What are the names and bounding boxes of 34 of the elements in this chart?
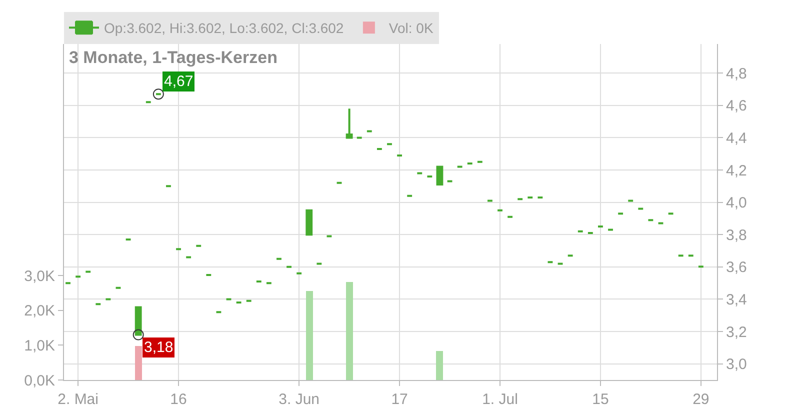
x-tick-label: 3. Jun (278, 391, 320, 408)
y-tick-label: 3,0K (24, 268, 55, 285)
legend-label: Vol: 0K (388, 20, 434, 36)
bar (436, 351, 443, 380)
bar (346, 282, 353, 380)
x-tick-label: 15 (592, 391, 609, 408)
y2-tick-label: 4,0 (726, 194, 747, 212)
y2-tick-label: 3,4 (726, 291, 747, 308)
candlestick (134, 306, 142, 336)
x-tick-label: 1. Jul (482, 391, 518, 408)
candlestick (306, 209, 313, 236)
bar (135, 346, 142, 380)
annotation: 3,18 (144, 339, 174, 356)
x-tick-label: 17 (391, 391, 408, 408)
y2-tick-label: 4,6 (726, 98, 747, 115)
y2-tick-label: 3,0 (726, 356, 747, 374)
y-tick-label: 0,0K (24, 372, 55, 390)
y2-tick-label: 4,4 (726, 130, 747, 147)
x-tick-label: 16 (170, 391, 187, 408)
bar (306, 291, 313, 380)
y-tick-label: 2,0K (24, 302, 55, 320)
x-tick-label: 2. Mai (58, 391, 98, 408)
y2-tick-label: 4,8 (726, 65, 747, 82)
y2-tick-label: 3,8 (726, 226, 747, 244)
y2-tick-label: 3,2 (726, 324, 747, 341)
candlestick (346, 108, 353, 139)
y2-tick-label: 3,6 (726, 259, 747, 276)
y2-tick-label: 4,2 (726, 162, 747, 180)
annotation: 4,67 (164, 73, 194, 90)
legend-label: Op:3.602, Hi:3.602, Lo:3.602, Cl:3.602 (104, 20, 344, 36)
x-tick-label: 29 (692, 391, 710, 408)
chart-title: 3 Monate, 1-Tages-Kerzen (69, 48, 278, 67)
candlestick (436, 166, 444, 186)
y-tick-label: 1,0K (24, 337, 55, 354)
